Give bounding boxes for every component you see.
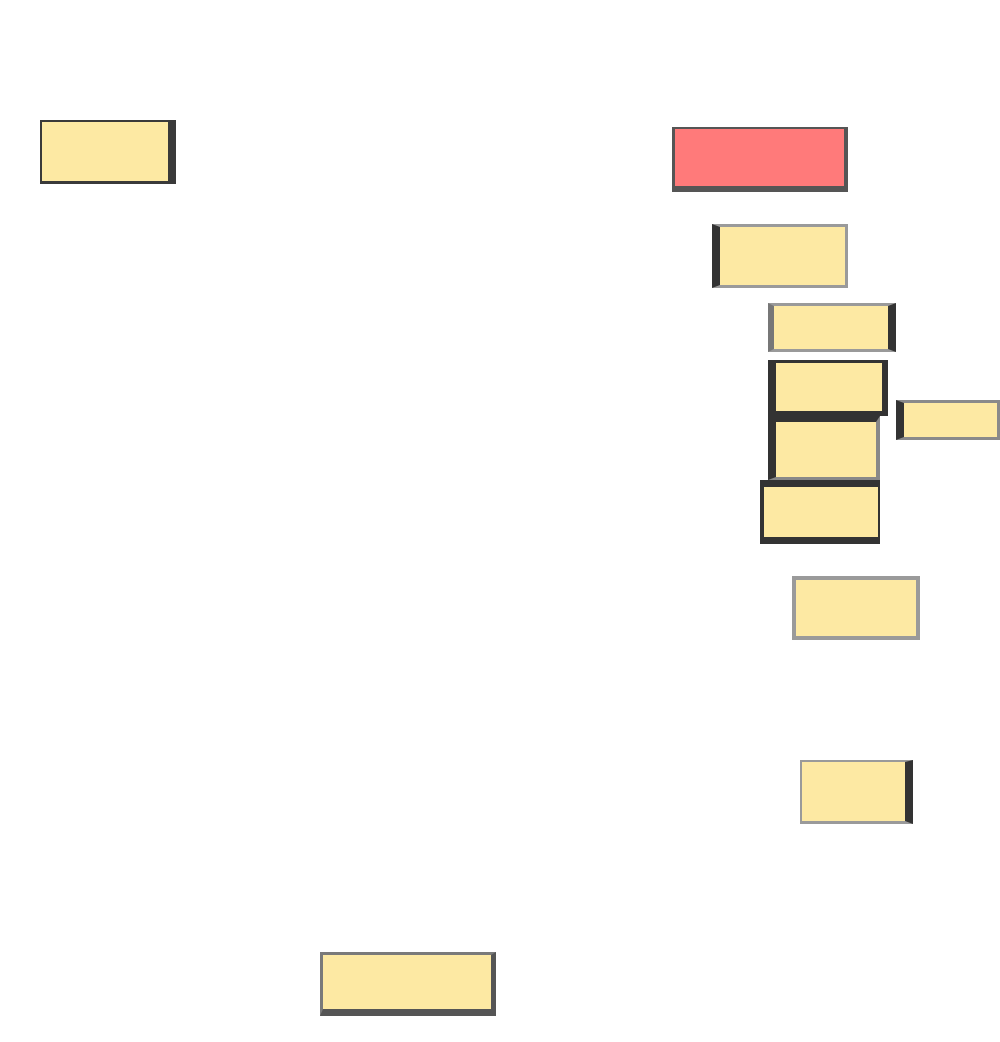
node-label xyxy=(42,122,168,181)
diagram-node xyxy=(768,303,896,352)
diagram-node xyxy=(760,480,880,544)
node-label xyxy=(774,306,888,349)
diagram-node xyxy=(320,952,496,1016)
node-label xyxy=(323,955,491,1009)
node-label xyxy=(802,762,905,821)
node-label xyxy=(675,129,844,186)
node-label xyxy=(764,487,878,537)
diagram-node xyxy=(768,416,880,480)
diagram-node xyxy=(40,120,176,184)
diagram-node xyxy=(792,576,920,640)
node-label xyxy=(776,363,882,411)
diagram-node xyxy=(712,224,848,288)
node-label xyxy=(776,422,876,477)
diagram-node xyxy=(768,360,888,416)
node-label xyxy=(904,403,997,437)
node-label xyxy=(796,580,916,636)
diagram-node-highlighted xyxy=(672,127,848,192)
diagram-node xyxy=(800,760,913,824)
diagram-node xyxy=(896,400,1000,440)
node-label xyxy=(720,227,845,285)
